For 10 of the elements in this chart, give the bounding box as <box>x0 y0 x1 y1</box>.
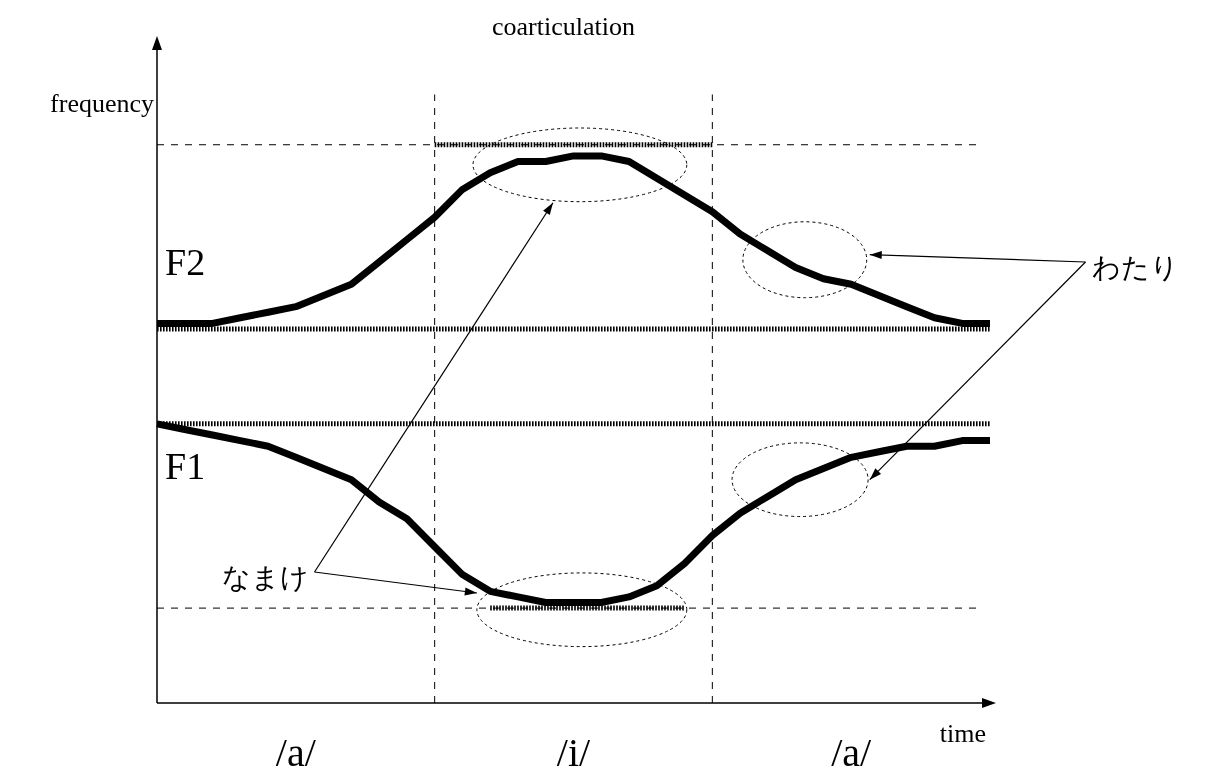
y-axis-title: frequency <box>50 88 154 118</box>
annotation: なまけ <box>221 561 309 595</box>
text: わたり <box>1091 251 1179 285</box>
chart-title: coarticulation <box>492 11 635 41</box>
x-tick-label: /i/ <box>556 729 592 769</box>
x-tick-label: /a/ <box>275 729 317 769</box>
x-tick-label: /a/ <box>831 729 873 769</box>
series-label: F1 <box>165 444 206 487</box>
series-label: F2 <box>165 241 206 284</box>
x-axis-title: time <box>939 718 986 748</box>
